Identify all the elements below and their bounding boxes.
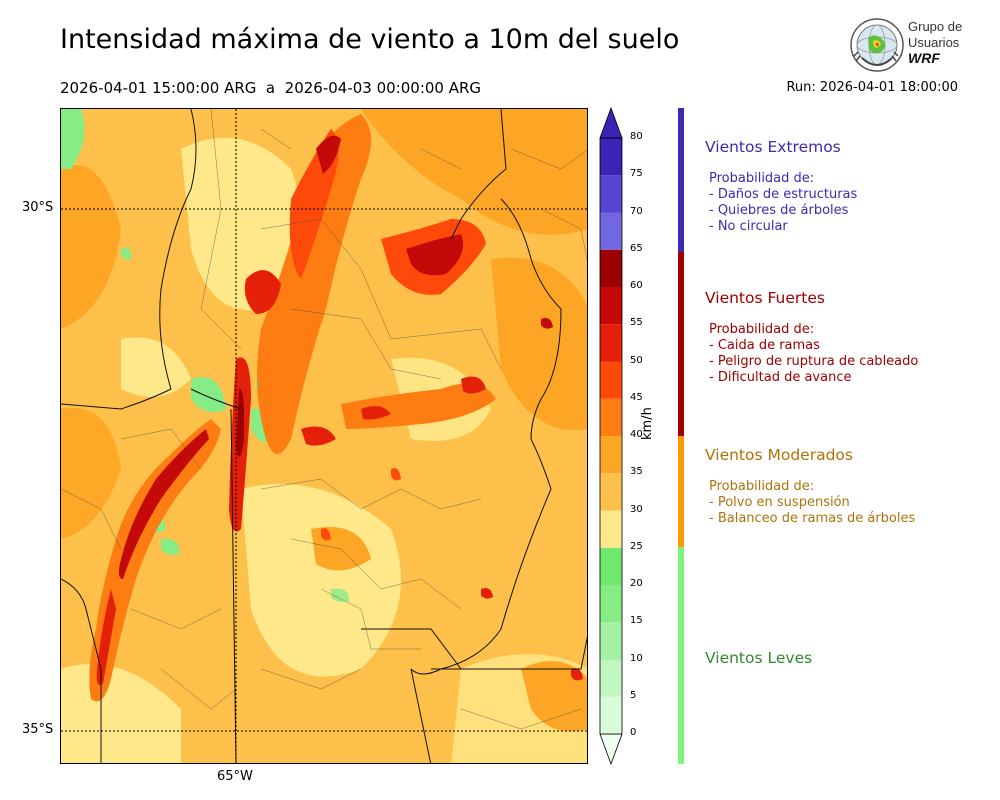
colorbar-segment bbox=[600, 436, 622, 474]
moderate-wind-bar bbox=[678, 436, 684, 547]
logo-text-line-3: WRF bbox=[908, 50, 940, 66]
colorbar-tick-label: 80 bbox=[630, 131, 643, 142]
run-time: Run: 2026-04-01 18:00:00 bbox=[786, 80, 958, 95]
colorbar-tick-label: 70 bbox=[630, 205, 643, 217]
colorbar-segment bbox=[600, 249, 622, 287]
colorbar-outline bbox=[599, 137, 623, 735]
colorbar-segment bbox=[600, 659, 622, 697]
colorbar-tick-label: 20 bbox=[630, 578, 643, 589]
colorbar-segment bbox=[600, 138, 622, 176]
wind-field bbox=[61, 109, 587, 763]
colorbar-segment bbox=[600, 510, 622, 548]
lat-label-35s: 35°S bbox=[22, 722, 54, 737]
category-strong: Vientos Fuertes Probabilidad de: - Caida… bbox=[705, 289, 995, 386]
colorbar-segment bbox=[600, 175, 622, 213]
colorbar-segment bbox=[600, 473, 622, 511]
colorbar-tick-label: 10 bbox=[630, 652, 643, 664]
grupo-usuarios-wrf-logo: Grupo de Usuarios WRF bbox=[848, 16, 978, 74]
lat-label-30s: 30°S bbox=[22, 200, 54, 215]
category-light: Vientos Leves bbox=[705, 649, 995, 667]
colorbar-segment bbox=[600, 585, 622, 623]
colorbar-tick-label: 50 bbox=[630, 354, 643, 366]
colorbar-segment bbox=[600, 361, 622, 399]
globe-icon bbox=[850, 18, 904, 72]
category-item: - Peligro de ruptura de cableado bbox=[709, 354, 919, 369]
colorbar-tick-label: 35 bbox=[630, 466, 643, 478]
colorbar-tick-label: 65 bbox=[630, 242, 643, 254]
category-item: - No circular bbox=[709, 219, 788, 234]
colorbar-segment bbox=[600, 547, 622, 585]
colorbar-tick-label: 15 bbox=[630, 615, 643, 627]
colorbar-segment bbox=[600, 212, 622, 250]
colorbar bbox=[596, 104, 666, 768]
category-extreme: Vientos Extremos Probabilidad de: - Daño… bbox=[705, 138, 995, 235]
colorbar-unit: km/h bbox=[640, 407, 655, 440]
colorbar-segment bbox=[600, 398, 622, 436]
colorbar-segment bbox=[600, 287, 622, 325]
colorbar-tick-label: 5 bbox=[630, 689, 637, 701]
colorbar-segment bbox=[600, 622, 622, 660]
colorbar-scale bbox=[599, 106, 623, 766]
category-title: Vientos Leves bbox=[705, 649, 813, 667]
category-intro: Probabilidad de: bbox=[709, 479, 815, 494]
light-wind-bar bbox=[678, 547, 684, 764]
category-title: Vientos Fuertes bbox=[705, 289, 825, 307]
category-title: Vientos Extremos bbox=[705, 138, 841, 156]
lon-label-65w: 65°W bbox=[217, 769, 253, 784]
map-title: Intensidad máxima de viento a 10m del su… bbox=[60, 24, 680, 55]
category-moderate: Vientos Moderados Probabilidad de: - Pol… bbox=[705, 446, 995, 527]
colorbar-tick-label: 55 bbox=[630, 317, 643, 329]
colorbar-tick-label: 45 bbox=[630, 391, 643, 403]
colorbar-extend-low bbox=[599, 733, 623, 766]
colorbar-tick-label: 0 bbox=[630, 727, 637, 738]
category-item: - Dificultad de avance bbox=[709, 370, 852, 385]
category-title: Vientos Moderados bbox=[705, 446, 853, 464]
logo-text-line-1: Grupo de bbox=[908, 19, 963, 34]
colorbar-tick-label: 30 bbox=[630, 503, 643, 515]
colorbar-extend-high bbox=[599, 106, 623, 139]
category-intro: Probabilidad de: bbox=[709, 322, 815, 337]
colorbar-tick-label: 25 bbox=[630, 540, 643, 552]
forecast-period: 2026-04-01 15:00:00 ARG a 2026-04-03 00:… bbox=[60, 79, 482, 97]
colorbar-tick-label: 40 bbox=[630, 429, 643, 440]
category-intro: Probabilidad de: bbox=[709, 171, 815, 186]
wind-map bbox=[60, 108, 588, 764]
colorbar-tick-label: 60 bbox=[630, 280, 643, 291]
colorbar-tick-label: 75 bbox=[630, 168, 643, 180]
colorbar-segment bbox=[600, 696, 622, 734]
strong-wind-bar bbox=[678, 252, 684, 436]
category-item: - Quiebres de árboles bbox=[709, 203, 849, 218]
category-item: - Balanceo de ramas de árboles bbox=[709, 511, 916, 526]
category-item: - Caida de ramas bbox=[709, 338, 820, 353]
extreme-wind-bar bbox=[678, 108, 684, 252]
category-item: - Daños de estructuras bbox=[709, 187, 858, 202]
category-item: - Polvo en suspensión bbox=[709, 495, 850, 510]
logo-text-line-2: Usuarios bbox=[908, 35, 960, 50]
colorbar-segment bbox=[600, 324, 622, 362]
